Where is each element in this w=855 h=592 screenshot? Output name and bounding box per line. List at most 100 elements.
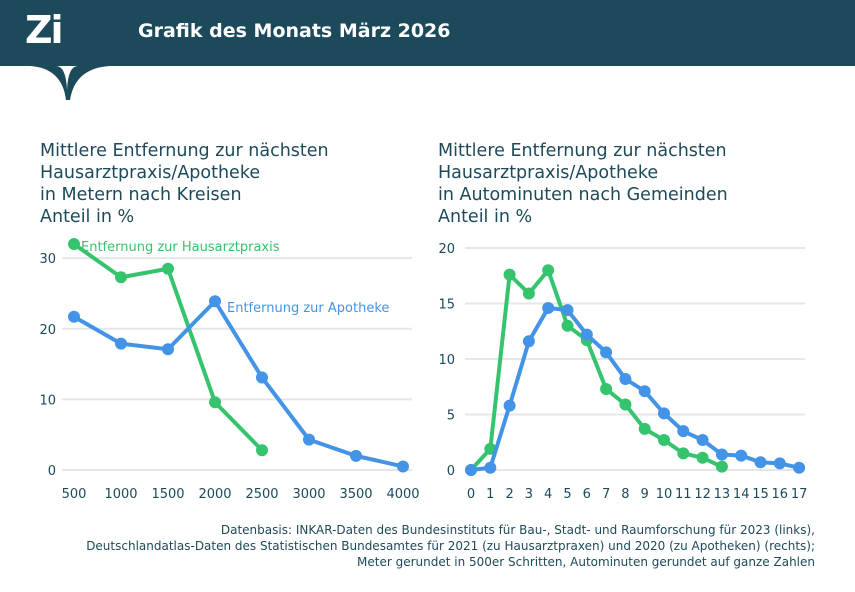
right-data-point bbox=[484, 461, 497, 474]
right-data-point bbox=[561, 319, 574, 332]
header-notch-shape bbox=[0, 66, 110, 100]
right-data-point bbox=[658, 434, 670, 447]
left-data-point bbox=[256, 371, 268, 384]
right-x-tick-label: 3 bbox=[525, 487, 533, 502]
right-chart-title-line-1: Mittlere Entfernung zur nächsten bbox=[438, 141, 727, 161]
left-data-point bbox=[162, 343, 174, 356]
right-data-point bbox=[542, 301, 555, 314]
left-x-tick-label: 4000 bbox=[386, 487, 419, 502]
right-y-tick-label: 20 bbox=[438, 242, 455, 257]
right-x-tick-label: 12 bbox=[694, 487, 711, 502]
left-data-point bbox=[209, 396, 221, 409]
right-series-line-0 bbox=[469, 268, 724, 472]
left-y-tick-label: 0 bbox=[48, 464, 56, 479]
left-data-point bbox=[256, 444, 268, 457]
footer-line-2: Deutschlandatlas-Daten des Statistischen… bbox=[86, 539, 815, 553]
right-data-point bbox=[696, 434, 709, 447]
right-x-tick-label: 13 bbox=[714, 487, 731, 502]
left-data-point bbox=[209, 295, 221, 308]
left-data-point bbox=[162, 262, 174, 275]
page-title: Grafik des Monats März 2026 bbox=[138, 20, 451, 42]
left-series-line-1 bbox=[72, 299, 405, 469]
right-data-point bbox=[503, 268, 516, 281]
right-data-point bbox=[677, 425, 690, 438]
left-data-point bbox=[303, 433, 315, 446]
right-chart-title-line-2: Hausarztpraxis/Apotheke bbox=[438, 163, 659, 183]
right-data-point bbox=[522, 287, 535, 300]
left-series-label: Entfernung zur Apotheke bbox=[227, 301, 389, 316]
right-series-line-1 bbox=[469, 305, 802, 472]
left-chart-title: Mittlere Entfernung zur nächsten Hausarz… bbox=[40, 140, 329, 228]
left-x-tick-label: 3000 bbox=[292, 487, 325, 502]
left-data-point bbox=[115, 337, 127, 350]
left-y-tick-label: 10 bbox=[39, 393, 56, 408]
right-x-tick-label: 14 bbox=[733, 487, 750, 502]
right-data-point bbox=[735, 449, 748, 462]
right-data-point bbox=[619, 398, 632, 411]
right-data-point bbox=[619, 372, 632, 385]
right-data-point bbox=[465, 464, 477, 476]
right-data-point bbox=[715, 448, 728, 461]
right-data-point bbox=[696, 451, 709, 464]
right-data-point bbox=[580, 328, 593, 341]
left-line-chart: 0 10 20 30 500 1000 1500 2000 2500 3000 3500 4000 En… bbox=[39, 238, 420, 502]
left-chart-ylabel: Anteil in % bbox=[40, 207, 135, 227]
right-x-tick-label: 1 bbox=[486, 487, 494, 502]
left-chart-title-line-1: Mittlere Entfernung zur nächsten bbox=[40, 141, 329, 161]
right-data-point bbox=[773, 457, 786, 470]
right-data-point bbox=[638, 422, 651, 435]
right-data-point bbox=[715, 460, 728, 473]
left-data-point bbox=[68, 310, 80, 323]
left-data-point bbox=[68, 238, 80, 251]
right-x-tick-label: 10 bbox=[656, 487, 673, 502]
footer-source-note: Datenbasis: INKAR-Daten des Bundesinstit… bbox=[86, 522, 815, 570]
footer-line-1: Datenbasis: INKAR-Daten des Bundesinstit… bbox=[220, 523, 815, 537]
left-x-tick-label: 3500 bbox=[339, 487, 372, 502]
left-y-tick-label: 30 bbox=[39, 252, 56, 267]
right-x-tick-label: 17 bbox=[791, 487, 808, 502]
left-chart-title-line-3: in Metern nach Kreisen bbox=[40, 185, 242, 205]
right-data-point bbox=[658, 407, 670, 420]
right-chart-title: Mittlere Entfernung zur nächsten Hausarz… bbox=[438, 140, 728, 228]
right-x-tick-label: 0 bbox=[467, 487, 475, 502]
right-data-point bbox=[754, 456, 767, 469]
right-x-tick-label: 9 bbox=[641, 487, 649, 502]
left-x-tick-label: 2000 bbox=[198, 487, 231, 502]
right-data-point bbox=[503, 399, 516, 412]
left-series-label: Entfernung zur Hausarztpraxis bbox=[81, 240, 280, 255]
right-y-tick-label: 10 bbox=[438, 353, 455, 368]
right-x-tick-label: 4 bbox=[544, 487, 552, 502]
zi-logo: Zi bbox=[25, 8, 64, 52]
right-x-tick-label: 8 bbox=[621, 487, 629, 502]
right-x-tick-label: 15 bbox=[752, 487, 769, 502]
right-data-point bbox=[638, 385, 651, 398]
right-x-tick-label: 6 bbox=[583, 487, 591, 502]
right-chart-ylabel: Anteil in % bbox=[438, 207, 533, 227]
left-y-tick-label: 20 bbox=[39, 323, 56, 338]
left-data-point bbox=[350, 449, 362, 462]
right-y-tick-label: 15 bbox=[438, 298, 455, 313]
right-x-tick-label: 2 bbox=[505, 487, 513, 502]
right-data-point bbox=[522, 335, 535, 348]
right-x-tick-label: 11 bbox=[675, 487, 692, 502]
right-x-tick-label: 5 bbox=[563, 487, 571, 502]
right-data-point bbox=[561, 304, 574, 317]
right-data-point bbox=[542, 264, 555, 277]
left-x-tick-label: 500 bbox=[62, 487, 87, 502]
right-y-tick-label: 0 bbox=[447, 464, 455, 479]
header-bar: Zi Grafik des Monats März 2026 bbox=[0, 0, 855, 66]
left-x-tick-label: 1500 bbox=[151, 487, 184, 502]
left-x-tick-label: 2500 bbox=[245, 487, 278, 502]
right-data-point bbox=[677, 447, 690, 460]
footer-line-3: Meter gerundet in 500er Schritten, Autom… bbox=[357, 555, 815, 569]
right-x-tick-label: 16 bbox=[772, 487, 789, 502]
right-data-point bbox=[600, 346, 613, 359]
left-x-tick-label: 1000 bbox=[104, 487, 137, 502]
left-data-point bbox=[397, 460, 409, 473]
right-data-point bbox=[793, 461, 806, 474]
right-data-point bbox=[600, 382, 613, 395]
right-chart-title-line-3: in Autominuten nach Gemeinden bbox=[438, 185, 728, 205]
left-chart-title-line-2: Hausarztpraxis/Apotheke bbox=[40, 163, 261, 183]
right-x-tick-label: 7 bbox=[602, 487, 610, 502]
